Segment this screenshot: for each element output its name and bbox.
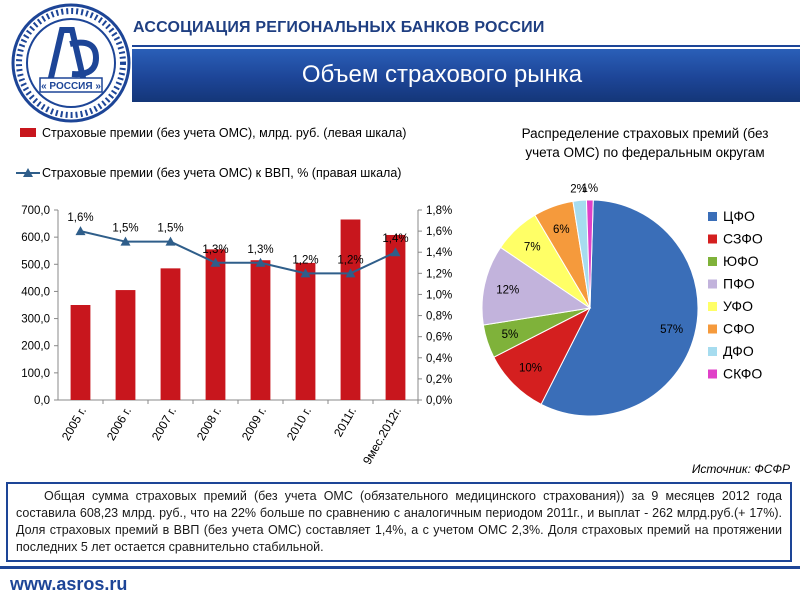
pie-legend-swatch (708, 302, 717, 311)
pie-data-label: 6% (553, 224, 570, 236)
y2-tick-label: 0,2% (426, 374, 452, 386)
x-tick-label: 2007 г. (149, 405, 179, 443)
pie-legend-swatch (708, 257, 717, 266)
bar (340, 219, 361, 400)
x-tick-label: 2009 г. (239, 405, 269, 443)
pie-data-label: 12% (496, 285, 519, 297)
legend-bar-label: Страховые премии (без учета ОМС), млрд. … (42, 126, 407, 140)
title-band: Объем страхового рынка (132, 49, 800, 102)
pie-data-label: 57% (660, 324, 683, 336)
y2-tick-label: 1,6% (426, 226, 452, 238)
bar (115, 290, 136, 400)
bar (160, 268, 181, 400)
pie-legend-swatch (708, 234, 717, 244)
pie-legend-swatch (708, 369, 717, 379)
pie-slice (481, 246, 592, 326)
pie-title: Распределение страховых премий (без учет… (490, 124, 800, 162)
series-line (80, 230, 396, 275)
y-tick-label: 200,0 (21, 341, 50, 353)
y2-tick-label: 0,8% (426, 311, 452, 323)
pie-title-line1: Распределение страховых премий (без (521, 126, 769, 141)
bar (70, 305, 91, 400)
line-marker (120, 236, 131, 246)
line-marker (345, 268, 356, 278)
org-title: АССОЦИАЦИЯ РЕГИОНАЛЬНЫХ БАНКОВ РОССИИ (133, 19, 545, 36)
y-tick-label: 100,0 (21, 368, 50, 380)
pie-slice (585, 199, 594, 309)
pie-data-label: 10% (519, 363, 542, 375)
pie-legend-label: СФО (723, 321, 755, 337)
y2-tick-label: 1,4% (426, 247, 452, 259)
y2-tick-label: 0,4% (426, 353, 452, 365)
y-tick-label: 0,0 (34, 395, 50, 407)
x-tick-label: 2010 г. (284, 405, 314, 443)
summary-box: Общая сумма страховых премий (без учета … (6, 482, 792, 562)
legend-line-swatch (16, 168, 40, 177)
line-data-label: 1,2% (337, 254, 363, 266)
line-data-label: 1,2% (292, 254, 318, 266)
bar-line-chart: 0,0 100,0 200,0 300,0 400,0 500,0 600,0 700,0 0,… (21, 205, 452, 467)
pie-slice (540, 199, 699, 417)
pie-data-label: 7% (524, 242, 541, 254)
y-tick-label: 400,0 (21, 286, 50, 298)
line-data-label: 1,4% (382, 233, 408, 245)
y2-tick-label: 1,2% (426, 268, 452, 280)
y-tick-label: 700,0 (21, 205, 50, 217)
legend-bar-swatch (20, 128, 36, 137)
x-tick-label: 2011г. (331, 405, 359, 440)
line-data-label: 1,3% (202, 244, 228, 256)
x-tick-label: 2005 г. (59, 405, 89, 443)
pie-legend-swatch (708, 279, 717, 289)
pie-legend-label: ПФО (723, 276, 755, 292)
header-divider (132, 45, 800, 47)
bar (205, 249, 226, 400)
pie-legend-swatch (708, 347, 717, 356)
bar (385, 234, 406, 400)
legend-line-label: Страховые премии (без учета ОМС) к ВВП, … (42, 166, 402, 180)
pie-legend-label: ЦФО (723, 208, 755, 224)
y2-tick-label: 0,0% (426, 395, 452, 407)
pie-chart: 57% 10% 5% 12% 7% 6% 2%1% ЦФО СЗФО ЮФО ПФО УФО СФО ДФ… (481, 183, 763, 417)
y-tick-label: 500,0 (21, 259, 50, 271)
pie-legend-label: СЗФО (723, 231, 763, 247)
y-tick-label: 300,0 (21, 314, 50, 326)
bar (295, 262, 316, 400)
pie-data-label: 5% (502, 329, 519, 341)
x-tick-label: 9мес.2012г. (360, 405, 404, 467)
y2-tick-label: 0,6% (426, 332, 452, 344)
line-data-label: 1,5% (112, 223, 138, 235)
line-marker (75, 226, 86, 236)
line-data-label: 1,6% (67, 212, 93, 224)
line-marker (255, 257, 266, 267)
summary-text: Общая сумма страховых премий (без учета … (16, 489, 782, 554)
x-tick-label: 2006 г. (104, 405, 134, 443)
pie-legend-swatch (708, 212, 717, 221)
bar (250, 260, 271, 400)
line-marker (165, 236, 176, 246)
slide-title: Объем страхового рынка (301, 61, 583, 88)
pie-legend-label: УФО (723, 298, 753, 314)
header (0, 0, 800, 45)
footer-divider (0, 566, 800, 569)
line-marker (210, 257, 221, 267)
line-data-label: 1,3% (247, 244, 273, 256)
pie-legend-label: СКФО (723, 366, 762, 382)
pie-title-line2: учета ОМС) по федеральным округам (525, 145, 765, 160)
logo-text: « РОССИЯ » (41, 81, 101, 92)
line-marker (300, 268, 311, 278)
pie-legend-label: ЮФО (723, 253, 759, 269)
footer-url[interactable]: www.asros.ru (10, 574, 128, 594)
pie-data-label: 2% (570, 184, 587, 196)
logo: « РОССИЯ » (11, 3, 131, 123)
pie-legend-label: ДФО (723, 343, 754, 359)
x-tick-label: 2008 г. (194, 405, 224, 443)
line-marker (390, 247, 401, 257)
line-data-label: 1,5% (157, 223, 183, 235)
source-note: Источник: ФСФР (691, 462, 790, 476)
pie-data-label: 1% (582, 183, 599, 195)
y2-tick-label: 1,0% (426, 289, 452, 301)
y-tick-label: 600,0 (21, 232, 50, 244)
pie-legend-swatch (708, 324, 717, 334)
y2-tick-label: 1,8% (426, 205, 452, 217)
